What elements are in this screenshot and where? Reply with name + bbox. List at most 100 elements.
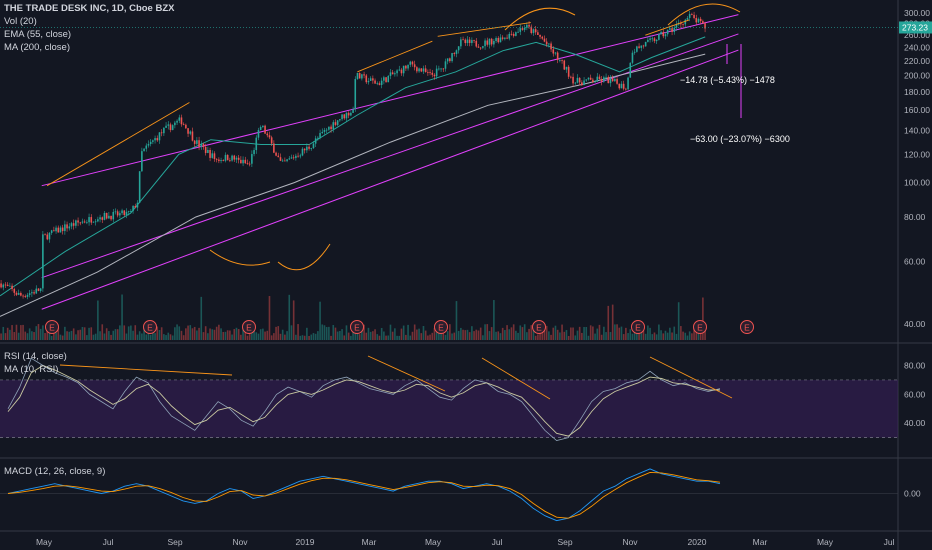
candle-body (559, 60, 561, 61)
volume-bar (83, 327, 86, 340)
candle-body (596, 76, 599, 82)
volume-bar (264, 331, 266, 340)
volume-bar (66, 331, 68, 340)
volume-bar (187, 325, 189, 340)
candle-body (526, 24, 528, 28)
legend-ema[interactable]: EMA (55, close) (4, 29, 72, 40)
volume-bar (466, 329, 469, 340)
volume-bar (136, 334, 139, 340)
candle-body (391, 72, 394, 75)
candle-body (704, 23, 706, 29)
volume-bar (220, 328, 222, 340)
volume-bar (306, 327, 308, 340)
volume-bar (152, 332, 154, 340)
candle-body (680, 22, 682, 25)
volume-bar (424, 330, 427, 340)
candle-body (235, 157, 238, 160)
volume-bar (116, 329, 119, 340)
main-legend: THE TRADE DESK INC, 1D, Cboe BZX Vol (20… (4, 2, 175, 54)
rsi-divergence-line (367, 355, 446, 392)
volume-bar (9, 329, 11, 340)
candle-body (614, 79, 616, 82)
candle-body (563, 60, 566, 70)
candle-body (72, 223, 75, 226)
volume-bar (297, 324, 299, 340)
volume-bar (257, 333, 260, 340)
candle-body (37, 288, 40, 291)
rsi-band-fill (0, 379, 898, 438)
chart-title[interactable]: THE TRADE DESK INC, 1D, Cboe BZX (4, 3, 175, 14)
volume-bar (347, 332, 350, 340)
candle-body (127, 211, 130, 212)
volume-bar (44, 333, 46, 340)
price-tick-label: 40.00 (904, 319, 926, 329)
volume-bar (589, 325, 592, 340)
ma-200-line (0, 53, 706, 317)
measure-label-small: −14.78 (−5.43%) −1478 (680, 75, 775, 85)
candle-body (530, 26, 533, 33)
volume-bar (468, 332, 471, 340)
volume-bar (697, 329, 700, 340)
volume-bar (127, 326, 130, 340)
candle-body (165, 125, 167, 128)
earnings-marker-label: E (635, 323, 641, 333)
candle-body (160, 132, 163, 134)
volume-bar (680, 326, 682, 340)
candle-body (552, 49, 555, 54)
volume-bar (554, 325, 557, 340)
time-tick-label: Sep (167, 537, 182, 547)
candle-body (44, 234, 46, 236)
candle-body (699, 18, 702, 22)
candle-body (662, 31, 665, 37)
volume-bar (321, 324, 324, 340)
volume-bar (61, 335, 64, 340)
legend-rsi-ma[interactable]: MA (10, RSI) (4, 364, 59, 375)
rsi-legend: RSI (14, close) MA (10, RSI) (4, 350, 67, 376)
candle-body (600, 79, 603, 82)
candle-body (581, 82, 583, 86)
legend-rsi[interactable]: RSI (14, close) (4, 351, 67, 362)
volume-bar (669, 327, 671, 340)
candle-body (196, 140, 198, 144)
candlesticks[interactable] (0, 10, 706, 300)
volume-bar (506, 325, 508, 340)
volume-bar (231, 334, 233, 340)
candle-body (97, 219, 99, 222)
volume-bar (229, 330, 231, 340)
candle-body (123, 210, 126, 216)
candle-body (475, 40, 478, 47)
volume-bar (653, 332, 656, 340)
candle-body (167, 124, 170, 126)
candle-body (378, 83, 381, 85)
candle-body (649, 38, 651, 40)
candle-body (409, 61, 412, 65)
candle-body (416, 67, 418, 72)
candle-body (22, 295, 24, 297)
candle-body (528, 24, 530, 27)
candle-body (486, 40, 489, 45)
candle-body (550, 43, 552, 50)
volume-bar (592, 326, 594, 340)
candle-body (171, 125, 174, 131)
candle-body (301, 148, 304, 156)
candle-body (42, 234, 44, 289)
candle-body (75, 220, 77, 226)
volume-bar (640, 332, 643, 340)
legend-vol[interactable]: Vol (20) (4, 16, 37, 27)
volume-bar (281, 329, 284, 340)
volume-bar (193, 326, 196, 340)
volume-bar (37, 324, 40, 340)
earnings-marker-label: E (246, 323, 252, 333)
candle-body (374, 80, 376, 84)
legend-macd[interactable]: MACD (12, 26, close, 9) (4, 466, 106, 477)
candle-body (383, 77, 385, 81)
measurement-tools[interactable]: −14.78 (−5.43%) −1478 −63.00 (−23.07%) −6… (680, 44, 790, 144)
legend-ma200[interactable]: MA (200, close) (4, 42, 70, 53)
candle-body (233, 155, 236, 160)
candle-body (605, 76, 607, 78)
candle-body (455, 50, 458, 54)
candle-body (570, 76, 572, 78)
volume-bar (94, 333, 97, 340)
